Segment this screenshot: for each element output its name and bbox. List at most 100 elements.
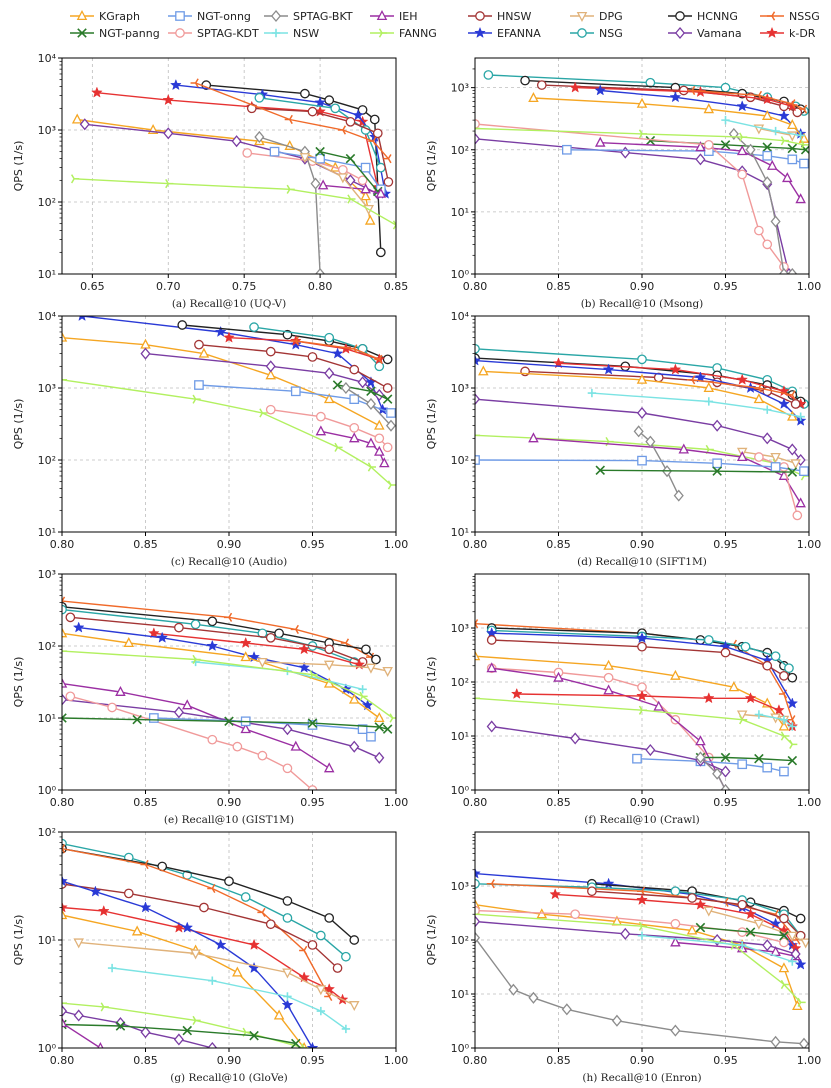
chart-panel-e: 0.80 0.85 0.90 0.95 1.00 10⁰ 10¹ 10² 10³ QPS (1/s…: [12, 568, 408, 826]
data-point-fanng: [475, 912, 481, 916]
series-line-dpg: [262, 661, 388, 672]
x-tick-label: 1.00: [797, 280, 822, 293]
y-axis-label: QPS (1/s): [12, 399, 25, 450]
series-line-efanna: [81, 316, 384, 410]
legend-label: Vamana: [697, 27, 742, 40]
legend-item-fanng: FANNG: [370, 27, 437, 40]
data-point-vamana: [173, 1033, 184, 1046]
data-point-kgraph: [131, 925, 143, 936]
data-point-ngt-onng: [637, 455, 647, 466]
data-point-hcnng: [324, 913, 335, 923]
legend-marker-sptag-kdt: [175, 28, 185, 38]
data-point-k-dr: [510, 687, 523, 699]
data-point-vamana: [231, 135, 242, 148]
x-tick-label: 0.70: [156, 280, 181, 293]
y-axis-label: QPS (1/s): [12, 657, 25, 708]
data-point-kgraph: [778, 720, 790, 731]
series-line-kgraph: [62, 337, 380, 427]
data-point-nsg: [703, 635, 714, 645]
series-line-fanng: [475, 697, 793, 745]
x-tick-label: 1.00: [797, 1054, 822, 1067]
series-line-k-dr: [153, 632, 360, 666]
data-point-ngt-panng: [345, 153, 356, 164]
data-point-ngt-onng: [315, 153, 325, 164]
data-point-efanna: [636, 631, 648, 644]
data-point-ngt-onng: [148, 713, 159, 723]
data-point-ngt-panng: [382, 724, 393, 734]
data-point-ngt-panng: [787, 143, 798, 154]
data-point-kgraph: [787, 119, 798, 130]
data-point-hnsw: [587, 886, 597, 897]
data-point-fanng: [739, 132, 748, 142]
data-point-nsg: [374, 361, 385, 372]
legend-item-dpg: DPG: [570, 10, 623, 23]
data-point-ieh: [115, 685, 126, 696]
data-point-vamana: [163, 127, 174, 140]
data-point-vamana: [620, 146, 631, 159]
data-point-nsg: [475, 343, 480, 354]
x-tick-label: 0.85: [133, 796, 158, 809]
data-point-hnsw: [790, 399, 801, 409]
data-point-ieh: [374, 445, 385, 456]
legend-label: HNSW: [497, 10, 531, 23]
x-tick-label: 0.80: [50, 796, 75, 809]
data-point-nsg: [475, 878, 480, 889]
data-point-sptag-kdt: [670, 918, 681, 929]
data-point-nssg: [223, 612, 233, 622]
data-point-ieh: [360, 183, 371, 194]
data-point-kgraph: [265, 369, 277, 380]
data-point-hcnng: [357, 105, 368, 115]
data-point-nsw: [763, 405, 772, 414]
data-point-kgraph: [528, 92, 539, 103]
data-point-hnsw: [199, 902, 209, 913]
legend-label: HCNNG: [697, 10, 738, 23]
y-tick-label: 10⁴: [451, 310, 470, 323]
data-point-kgraph: [123, 637, 135, 648]
legend-marker-sptag-bkt: [270, 9, 282, 23]
data-point-nsw: [107, 963, 117, 973]
data-point-sptag-bkt: [720, 783, 731, 790]
data-point-kgraph: [360, 190, 371, 201]
data-point-sptag-kdt: [382, 442, 393, 453]
y-tick-label: 10³: [451, 382, 469, 395]
data-point-vamana: [207, 1041, 218, 1048]
data-point-hcnng: [282, 896, 293, 906]
data-point-sptag-bkt: [385, 419, 396, 432]
data-point-vamana: [645, 743, 656, 757]
x-tick-label: 1.00: [384, 1054, 409, 1067]
data-point-efanna: [786, 697, 799, 709]
series-line-ieh: [62, 682, 330, 769]
legend-label: NSW: [293, 27, 319, 40]
data-point-sptag-bkt: [673, 489, 684, 502]
data-point-nsw: [637, 931, 647, 940]
chart-panel-c: 0.80 0.85 0.90 0.95 1.00 10¹ 10² 10³ 10⁴ QPS (1/s…: [12, 310, 408, 568]
data-point-hnsw: [307, 352, 318, 362]
y-tick-label: 10³: [38, 568, 56, 581]
data-point-sptag-bkt: [762, 176, 773, 189]
data-point-hnsw: [687, 893, 697, 903]
data-point-hcnng: [382, 354, 393, 365]
data-point-hnsw: [779, 913, 789, 924]
data-point-kgraph: [728, 681, 740, 692]
data-point-vamana: [762, 939, 773, 952]
x-tick-label: 0.95: [300, 1054, 325, 1067]
data-point-sptag-bkt: [745, 143, 756, 156]
series-line-vamana: [475, 138, 790, 274]
legend-label: NGT-onng: [197, 10, 251, 23]
chart-panel-g: 0.80 0.85 0.90 0.95 1.00 10⁰ 10¹ 10² QPS (1/s) (g…: [12, 826, 408, 1084]
data-point-ngt-onng: [307, 720, 318, 730]
series-group: [475, 70, 809, 274]
panel-caption: (d) Recall@10 (SIFT1M): [577, 556, 707, 568]
x-tick-label: 0.80: [308, 280, 333, 293]
data-point-hcnng: [371, 654, 381, 665]
data-point-k-dr: [62, 901, 68, 913]
data-point-nsg: [637, 354, 647, 365]
data-point-efanna: [475, 354, 481, 366]
y-tick-label: 10⁰: [451, 268, 470, 281]
data-point-hnsw: [737, 899, 748, 910]
data-point-sptag-kdt: [207, 734, 218, 745]
data-point-kgraph: [778, 962, 790, 973]
data-point-hnsw: [265, 346, 276, 357]
data-point-kgraph: [62, 331, 68, 342]
data-point-k-dr: [669, 363, 682, 375]
